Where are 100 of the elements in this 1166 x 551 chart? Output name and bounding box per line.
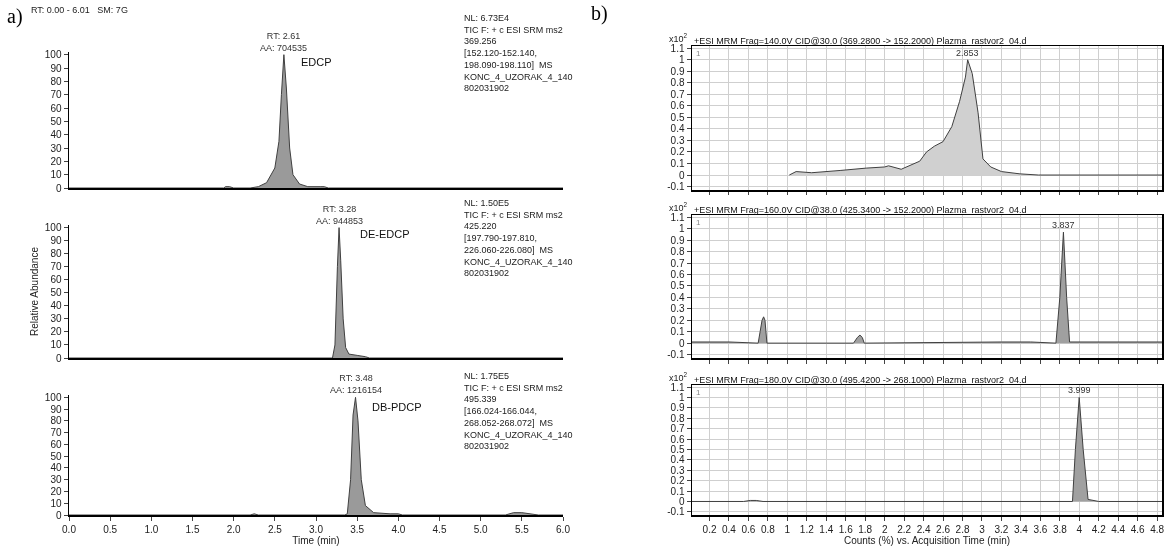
y-tick-label: 30: [50, 474, 62, 486]
x-tick-label: 4.5: [432, 523, 447, 535]
y-tick-label: 50: [50, 450, 62, 462]
y-tick-label: 0.1: [670, 326, 685, 338]
annotation: DE-EDCP: [360, 228, 410, 240]
y-tick-label: 1: [678, 223, 685, 235]
y-tick-label: 0.9: [670, 234, 685, 246]
y-tick-label: 0.7: [670, 257, 685, 269]
y-tick-label: 0.7: [670, 88, 685, 100]
y-tick-label: 0.6: [670, 268, 685, 280]
y-tick-label: 0.3: [670, 464, 685, 476]
y-tick-label: 30: [50, 142, 62, 154]
y-tick-label: 0.4: [670, 454, 685, 466]
x-tick-label: 2.4: [916, 523, 931, 535]
y-tick-label: 0.7: [670, 423, 685, 435]
x-tick-label: 3.0: [309, 523, 324, 535]
annotation: EDCP: [301, 56, 332, 68]
y-tick-label: 100: [44, 222, 62, 234]
x-tick-label: 2.8: [955, 523, 970, 535]
x-tick-label: 1.6: [838, 523, 854, 535]
x-tick-label: 3.2: [994, 523, 1009, 535]
y-tick-label: 0.5: [670, 280, 685, 292]
y-tick-label: 0.9: [670, 402, 685, 414]
chart-title: +ESI MRM Frag=180.0V CID@30.0 (495.4200 -> 268.1000) Plazma_rastvor2_04.d: [694, 375, 1027, 385]
text: RT: 0.00 - 6.01 SM: 7G: [31, 5, 128, 15]
text: x10$^{2}$: [669, 371, 688, 383]
y-tick-label: 10: [50, 339, 62, 351]
y-tick-label: 0.6: [670, 100, 685, 112]
y-tick-label: 1.1: [670, 211, 685, 223]
x-tick-label: 3.6: [1033, 523, 1048, 535]
annotation: RT: 3.48 AA: 1216154: [330, 373, 383, 395]
x-tick-label: 0.0: [62, 523, 77, 535]
x-tick-label: 2.6: [936, 523, 951, 535]
x-tick-label: 0.2: [702, 523, 717, 535]
x-axis-title: Time (min): [292, 534, 340, 546]
x-tick-label: 6.0: [556, 523, 571, 535]
annotation: NL: 6.73E4 TIC F: + c ESI SRM ms2 369.256 [152.120-152.140, 198.090-198.110] MS KONC_4_UZORAK_4_140 802031902: [464, 13, 573, 94]
y-tick-label: 0.2: [670, 314, 685, 326]
y-tick-label: 0.5: [670, 443, 685, 455]
x-tick-label: 5.0: [473, 523, 489, 535]
y-tick-label: 0.8: [670, 77, 685, 89]
y-tick-label: -0.1: [667, 506, 685, 518]
x-tick-label: 4.0: [391, 523, 406, 535]
x-axis-title: Counts (%) vs. Acquisition Time (min): [843, 534, 1011, 546]
y-axis-title: Relative Abundance: [29, 246, 41, 336]
y-tick-label: 10: [50, 497, 62, 509]
y-tick-label: 0.8: [670, 412, 685, 424]
y-tick-label: 0: [55, 352, 62, 364]
y-tick-label: 0.2: [670, 146, 685, 158]
y-tick-label: 0: [678, 169, 685, 181]
y-tick-label: 1: [678, 54, 685, 66]
y-tick-label: 0: [678, 495, 685, 507]
y-tick-label: 40: [50, 300, 62, 312]
x-tick-label: 4.8: [1150, 523, 1165, 535]
x-tick-label: 0.6: [741, 523, 756, 535]
y-tick-label: 0.9: [670, 65, 685, 77]
y-tick-label: 90: [50, 62, 62, 74]
annotation: NL: 1.75E5 TIC F: + c ESI SRM ms2 495.339 [166.024-166.044, 268.052-268.072] MS KONC_4_UZORAK_4_140 802031902: [464, 371, 573, 452]
x-tick-label: 3.5: [350, 523, 365, 535]
x-tick-label: 4.4: [1111, 523, 1126, 535]
x-tick-label: 1.5: [185, 523, 200, 535]
y-tick-label: 50: [50, 115, 62, 127]
y-tick-label: 20: [50, 485, 62, 497]
text: x10$^{2}$: [669, 32, 688, 44]
y-tick-label: 1.1: [670, 42, 685, 54]
x-tick-label: 3.8: [1052, 523, 1068, 535]
x-tick-label: 0.8: [760, 523, 776, 535]
x-tick-label: 0.5: [103, 523, 118, 535]
y-tick-label: 60: [50, 102, 62, 114]
x-tick-label: 5.5: [514, 523, 530, 535]
x-tick-label: 4: [1076, 523, 1083, 535]
y-tick-label: 70: [50, 261, 62, 273]
x-tick-label: 4.6: [1130, 523, 1146, 535]
y-tick-label: 70: [50, 427, 62, 439]
x-tick-label: 2.5: [267, 523, 283, 535]
y-tick-label: 0.1: [670, 485, 685, 497]
chart-title: +ESI MRM Frag=160.0V CID@38.0 (425.3400 -> 152.2000) Plazma_rastvor2_04.d: [694, 205, 1027, 215]
y-tick-label: 60: [50, 274, 62, 286]
y-tick-label: 1: [678, 391, 685, 403]
y-tick-label: 0: [678, 337, 685, 349]
x-tick-label: 1.8: [858, 523, 873, 535]
x-tick-label: 2.2: [897, 523, 912, 535]
annotation: NL: 1.50E5 TIC F: + c ESI SRM ms2 425.220 [197.790-197.810, 226.060-226.080] MS KONC_4_UZORAK_4_140 802031902: [464, 198, 573, 279]
x-tick-label: 1.4: [819, 523, 834, 535]
x-tick-label: 3.4: [1013, 523, 1029, 535]
x-tick-label: 0.4: [722, 523, 737, 535]
y-tick-label: 0: [55, 182, 62, 194]
annotation: RT: 2.61 AA: 704535: [260, 31, 308, 53]
y-tick-label: 0.6: [670, 433, 685, 445]
y-tick-label: 50: [50, 287, 62, 299]
y-tick-label: 100: [44, 391, 62, 403]
y-tick-label: 90: [50, 235, 62, 247]
y-tick-label: 40: [50, 129, 62, 141]
y-tick-label: 20: [50, 326, 62, 338]
y-tick-label: 20: [50, 155, 62, 167]
y-tick-label: 0.3: [670, 303, 685, 315]
x-tick-label: 2.0: [226, 523, 242, 535]
x-tick-label: 1: [784, 523, 791, 535]
y-tick-label: 40: [50, 462, 62, 474]
y-tick-label: 30: [50, 313, 62, 325]
